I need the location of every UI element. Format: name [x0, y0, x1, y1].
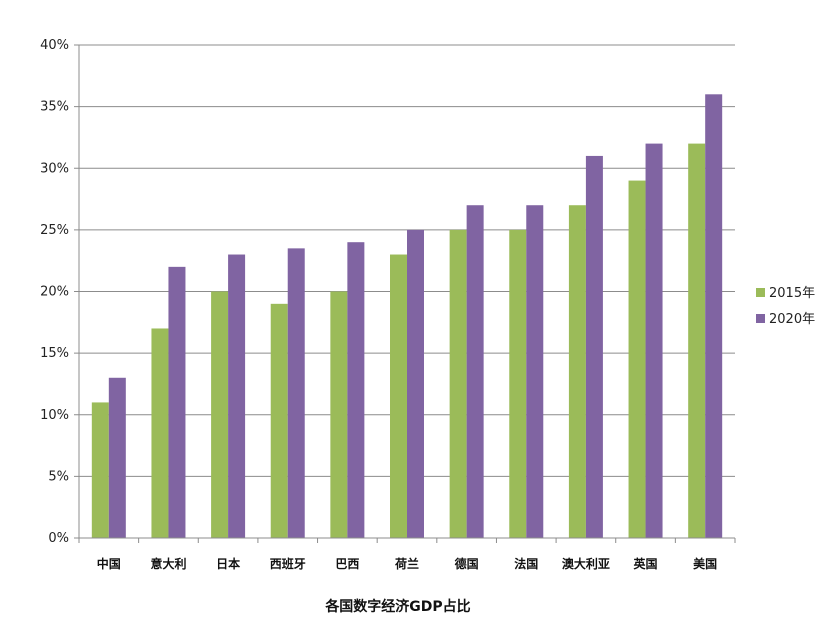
chart-title: 各国数字经济GDP占比: [324, 598, 470, 615]
bar-2020年-法国: [526, 205, 544, 538]
x-tick-label: 中国: [97, 556, 121, 571]
x-tick-label: 日本: [216, 556, 240, 571]
bar-2020年-意大利: [168, 266, 186, 538]
bar-2015年-意大利: [151, 328, 169, 538]
bar-2015年-英国: [628, 180, 646, 538]
bar-2015年-美国: [688, 143, 706, 538]
bar-2015年-巴西: [330, 291, 348, 538]
bar-2015年-中国: [91, 402, 109, 538]
y-tick-label: 0%: [48, 531, 69, 546]
bar-2015年-澳大利亚: [568, 205, 586, 538]
x-tick-label: 荷兰: [394, 556, 419, 571]
bar-2020年-美国: [705, 94, 723, 539]
y-tick-label: 40%: [40, 38, 69, 53]
bar-2020年-日本: [228, 254, 246, 538]
bar-2020年-德国: [466, 205, 484, 538]
y-axis-ticks: 0% 5% 10% 15% 20% 25% 30% 35% 40%: [40, 38, 79, 546]
bar-2015年-德国: [449, 229, 467, 538]
x-tick-label: 法国: [514, 556, 538, 571]
y-tick-label: 35%: [40, 100, 69, 115]
y-tick-label: 15%: [40, 346, 69, 361]
bar-2020年-巴西: [347, 242, 365, 538]
x-tick-label: 英国: [634, 556, 658, 571]
bars: [91, 94, 723, 539]
x-axis-ticks: 中国 意大利 日本 西班牙 巴西 荷兰 德国 法国 澳大利亚 英国 美国: [78, 538, 736, 571]
bar-2015年-荷兰: [390, 254, 407, 538]
y-tick-label: 10%: [40, 408, 69, 423]
bar-2015年-日本: [211, 291, 229, 538]
y-tick-label: 25%: [40, 223, 69, 238]
bar-2015年-西班牙: [270, 303, 288, 538]
y-tick-label: 20%: [40, 285, 69, 300]
y-tick-label: 30%: [40, 161, 69, 176]
legend: 2015年 2020年: [756, 286, 815, 327]
y-tick-label: 5%: [48, 469, 69, 484]
legend-swatch: [756, 314, 765, 323]
x-tick-label: 西班牙: [270, 556, 306, 571]
x-tick-label: 德国: [455, 556, 479, 571]
x-tick-label: 意大利: [150, 556, 186, 571]
x-tick-label: 巴西: [335, 557, 359, 571]
bar-2020年-荷兰: [407, 229, 424, 538]
bar-2015年-法国: [509, 229, 527, 538]
bar-2020年-英国: [645, 143, 663, 538]
x-tick-label: 澳大利亚: [562, 556, 610, 571]
bar-2020年-西班牙: [287, 248, 305, 539]
bar-2020年-中国: [108, 377, 126, 538]
x-tick-label: 美国: [693, 556, 717, 571]
legend-label: 2015年: [769, 286, 815, 301]
bar-2020年-澳大利亚: [585, 155, 603, 539]
axes: [78, 45, 735, 539]
legend-label: 2020年: [769, 312, 815, 327]
legend-swatch: [756, 288, 765, 297]
